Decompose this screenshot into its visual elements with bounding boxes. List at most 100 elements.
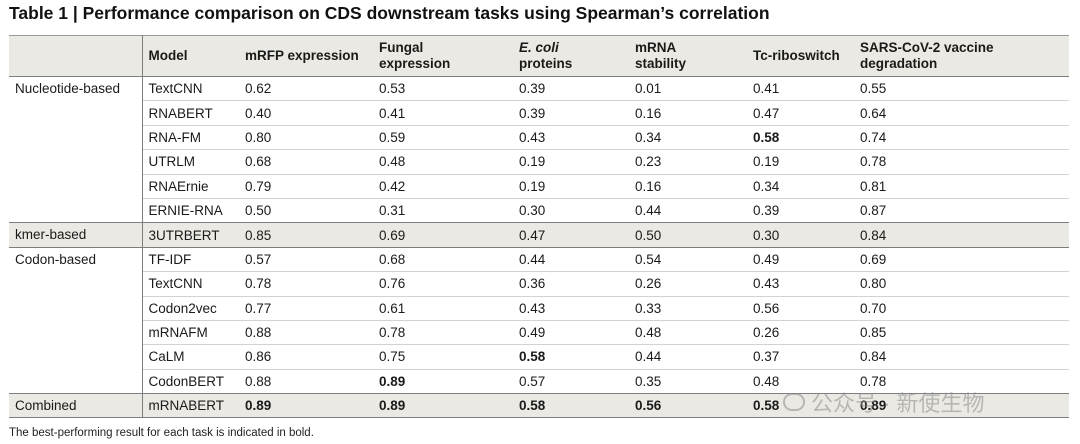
score-cell: 0.33	[629, 295, 747, 321]
score-cell: 0.47	[513, 222, 629, 248]
score-cell: 0.56	[629, 393, 747, 419]
score-cell: 0.39	[513, 100, 629, 126]
header-mrna-stability: mRNA stability	[629, 35, 747, 77]
group-label: Codon-based	[9, 246, 143, 394]
score-cell: 0.39	[513, 75, 629, 101]
header-sars-cov2: SARS-CoV-2 vaccine degradation	[854, 35, 1069, 77]
watermark-text: 公众号 · 新使生物	[811, 391, 985, 416]
model-name: RNABERT	[142, 100, 239, 126]
table-row: ERNIE-RNA 0.50 0.31 0.30 0.44 0.39 0.87	[9, 197, 1069, 223]
group-label: Combined	[9, 393, 143, 419]
model-name: mRNABERT	[142, 393, 239, 419]
score-cell: 0.68	[373, 246, 513, 272]
model-name: CodonBERT	[142, 368, 239, 394]
score-cell: 0.43	[513, 295, 629, 321]
score-cell: 0.43	[513, 124, 629, 150]
score-cell: 0.36	[513, 271, 629, 297]
score-cell: 0.89	[854, 393, 1069, 419]
score-cell: 0.88	[239, 368, 373, 394]
score-cell: 0.40	[239, 100, 373, 126]
score-cell: 0.62	[239, 75, 373, 101]
header-model: Model	[142, 35, 239, 77]
model-name: ERNIE-RNA	[142, 197, 239, 223]
score-cell: 0.16	[629, 173, 747, 199]
score-cell: 0.26	[629, 271, 747, 297]
score-cell: 0.49	[513, 319, 629, 345]
score-cell: 0.81	[854, 173, 1069, 199]
score-cell: 0.76	[373, 271, 513, 297]
model-name: mRNAFM	[142, 319, 239, 345]
score-cell: 0.89	[373, 393, 513, 419]
table-body: Nucleotide-based TextCNN 0.62 0.53 0.39 0.01 0…	[9, 75, 1069, 419]
score-cell: 0.35	[629, 368, 747, 394]
score-cell: 0.48	[629, 319, 747, 345]
table-row: Codon-based TF-IDF 0.57 0.68 0.44 0.54 0.49 0.6…	[9, 246, 1069, 394]
table-row: mRNAFM 0.88 0.78 0.49 0.48 0.26 0.85	[9, 319, 1069, 345]
model-name: TextCNN	[142, 271, 239, 297]
score-cell: 0.86	[239, 344, 373, 370]
score-cell: 0.85	[854, 319, 1069, 345]
score-cell: 0.57	[513, 368, 629, 394]
score-cell: 0.30	[747, 222, 854, 248]
score-cell: 0.19	[747, 149, 854, 175]
score-cell: 0.70	[854, 295, 1069, 321]
score-cell: 0.39	[747, 197, 854, 223]
header-tc-riboswitch: Tc-riboswitch	[747, 35, 854, 77]
model-name: 3UTRBERT	[142, 222, 239, 248]
score-cell: 0.31	[373, 197, 513, 223]
header-ecoli-italic: E. coli	[519, 40, 559, 55]
score-cell: 0.34	[629, 124, 747, 150]
score-cell: 0.48	[747, 368, 854, 394]
score-cell: 0.49	[747, 246, 854, 272]
score-cell: 0.75	[373, 344, 513, 370]
score-cell: 0.84	[854, 222, 1069, 248]
score-cell: 0.78	[854, 368, 1069, 394]
score-cell: 0.53	[373, 75, 513, 101]
score-cell: 0.19	[513, 149, 629, 175]
wechat-icon	[783, 393, 805, 411]
model-name: TF-IDF	[142, 246, 239, 272]
score-cell: 0.77	[239, 295, 373, 321]
score-cell: 0.69	[373, 222, 513, 248]
table-row: CaLM 0.86 0.75 0.58 0.44 0.37 0.84	[9, 344, 1069, 370]
model-name: UTRLM	[142, 149, 239, 175]
score-cell: 0.41	[747, 75, 854, 101]
score-cell: 0.43	[747, 271, 854, 297]
group-label: kmer-based	[9, 222, 143, 248]
table-row: CodonBERT 0.88 0.89 0.57 0.35 0.48 0.78	[9, 368, 1069, 394]
table-row: kmer-based 3UTRBERT 0.85 0.69 0.47 0.50 0.30 0.…	[9, 222, 1069, 248]
group-label: Nucleotide-based	[9, 75, 143, 223]
score-cell: 0.74	[854, 124, 1069, 150]
score-cell: 0.64	[854, 100, 1069, 126]
score-cell: 0.80	[239, 124, 373, 150]
header-mrfp: mRFP expression	[239, 35, 373, 77]
model-name: CaLM	[142, 344, 239, 370]
table-row: RNA-FM 0.80 0.59 0.43 0.34 0.58 0.74	[9, 124, 1069, 150]
performance-table: Model mRFP expression Fungal expression …	[9, 35, 1069, 419]
model-name: Codon2vec	[142, 295, 239, 321]
score-cell: 0.41	[373, 100, 513, 126]
table-row: Combined mRNABERT 0.89 0.89 0.58 0.56 0.58 0.89	[9, 393, 1069, 419]
header-fungal: Fungal expression	[373, 35, 513, 77]
table-row: TextCNN 0.78 0.76 0.36 0.26 0.43 0.80	[9, 271, 1069, 297]
table-row: Nucleotide-based TextCNN 0.62 0.53 0.39 0.01 0…	[9, 75, 1069, 223]
score-cell: 0.48	[373, 149, 513, 175]
model-name: RNAErnie	[142, 173, 239, 199]
score-cell: 0.78	[854, 149, 1069, 175]
score-cell: 0.57	[239, 246, 373, 272]
score-cell: 0.61	[373, 295, 513, 321]
score-cell: 0.37	[747, 344, 854, 370]
table-row: RNABERT 0.40 0.41 0.39 0.16 0.47 0.64	[9, 100, 1069, 126]
score-cell: 0.44	[513, 246, 629, 272]
score-cell: 0.88	[239, 319, 373, 345]
table-row: Codon2vec 0.77 0.61 0.43 0.33 0.56 0.70	[9, 295, 1069, 321]
header-group	[9, 35, 143, 77]
score-cell: 0.47	[747, 100, 854, 126]
score-cell: 0.42	[373, 173, 513, 199]
table-header-row: Model mRFP expression Fungal expression …	[9, 35, 1069, 77]
score-cell: 0.50	[239, 197, 373, 223]
score-cell: 0.85	[239, 222, 373, 248]
score-cell: 0.44	[629, 197, 747, 223]
score-cell: 0.80	[854, 271, 1069, 297]
score-cell: 0.23	[629, 149, 747, 175]
